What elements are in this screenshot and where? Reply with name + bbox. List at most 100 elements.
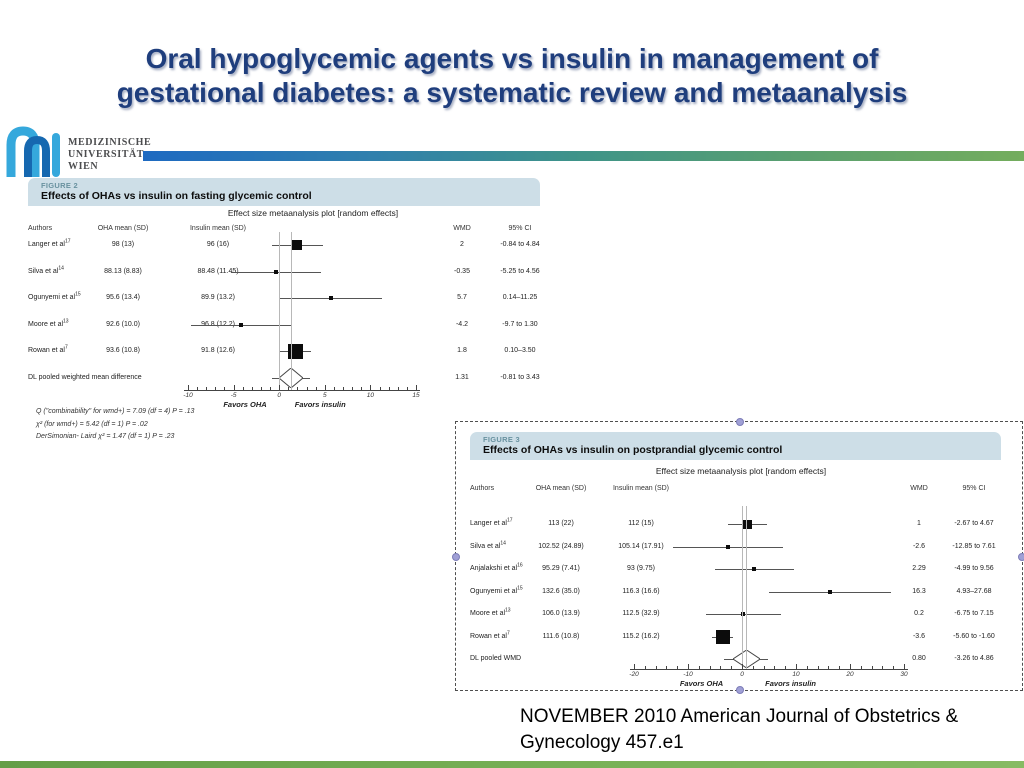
- axis-tick: [188, 385, 189, 390]
- forest-row-oha: 93.6 (10.8): [106, 347, 140, 354]
- axis-tick-label: -20: [629, 671, 639, 678]
- axis-tick: [388, 387, 390, 390]
- axis-tick: [850, 664, 851, 669]
- col-header-oha: OHA mean (SD): [535, 485, 587, 492]
- axis-tick-label: 0: [277, 392, 281, 399]
- axis-tick: [860, 666, 862, 669]
- figure-3-plot-title: Effect size metaanalysis plot [random ef…: [655, 466, 827, 476]
- axis-tick: [297, 387, 299, 390]
- axis-tick: [397, 387, 399, 390]
- axis-tick: [634, 664, 635, 669]
- selection-handle-top[interactable]: [736, 418, 744, 426]
- effect-marker: [828, 589, 833, 594]
- axis-tick: [698, 666, 700, 669]
- forest-row-wmd: 1.8: [457, 347, 467, 354]
- forest-row-author: Ogunyemi et al15: [470, 585, 523, 595]
- figure-2-forest-plot: Authors OHA mean (SD) Insulin mean (SD) WMD…: [28, 177, 548, 467]
- axis-tick: [806, 666, 808, 669]
- figure-2-band: FIGURE 2 Effects of OHAs vs insulin on f…: [28, 178, 540, 206]
- axis-tick-label: 15: [412, 392, 420, 399]
- axis-tick: [416, 385, 417, 390]
- zero-line: [279, 232, 281, 390]
- header-gradient-bar: [143, 151, 1024, 161]
- axis-tick: [324, 385, 326, 390]
- axis-tick: [828, 666, 830, 669]
- forest-row-oha: 106.0 (13.9): [542, 610, 580, 617]
- figure-3-panel[interactable]: FIGURE 3 Effects of OHAs vs insulin on p…: [452, 418, 1024, 694]
- selection-handle-bottom[interactable]: [736, 686, 744, 694]
- axis-tick: [817, 666, 819, 669]
- effect-marker: [715, 629, 730, 644]
- x-axis: [630, 669, 908, 670]
- forest-row-wmd: 16.3: [912, 587, 926, 595]
- axis-tick: [206, 387, 208, 390]
- figure-3-title: Effects of OHAs vs insulin on postprandi…: [483, 444, 783, 457]
- logo-line-1: MEDIZINISCHE: [68, 137, 152, 148]
- forest-row-wmd: 0.80: [912, 655, 926, 662]
- selection-handle-right[interactable]: [1018, 553, 1024, 561]
- axis-tick: [279, 385, 281, 390]
- slide-title: Oral hypoglycemic agents vs insulin in m…: [0, 42, 1024, 110]
- forest-row-ci: -2.67 to 4.67: [954, 520, 994, 527]
- forest-row-author: Silva et al14: [470, 540, 506, 550]
- col-header-wmd: WMD: [453, 225, 471, 232]
- effect-marker: [725, 544, 730, 549]
- col-header-insulin: Insulin mean (SD): [612, 485, 670, 492]
- axis-tick: [333, 387, 335, 390]
- effect-marker: [742, 519, 752, 529]
- forest-row-wmd: 1.31: [455, 373, 469, 381]
- effect-marker: [274, 269, 278, 274]
- forest-row-oha: 95.29 (7.41): [542, 565, 580, 572]
- axis-tick: [379, 387, 381, 390]
- forest-row-oha: 88.13 (8.83): [104, 267, 142, 275]
- university-logo-text: MEDIZINISCHE UNIVERSITÄT WIEN: [68, 137, 151, 172]
- selection-handle-left[interactable]: [452, 553, 460, 561]
- axis-tick: [655, 666, 657, 669]
- forest-row-author: Moore et al13: [470, 607, 511, 617]
- forest-row-ci: -0.81 to 3.43: [500, 373, 540, 381]
- axis-tick: [270, 387, 272, 390]
- figure-2-title: Effects of OHAs vs insulin on fasting gl…: [41, 190, 312, 203]
- axis-tick: [785, 666, 787, 669]
- axis-tick: [742, 664, 743, 669]
- slide-title-line1: Oral hypoglycemic agents vs insulin in m…: [145, 43, 879, 74]
- forest-row-insulin: 112 (15): [628, 520, 654, 527]
- forest-row-insulin: 93 (9.75): [626, 565, 656, 572]
- forest-row-wmd: 5.7: [457, 294, 467, 301]
- axis-tick: [839, 666, 841, 669]
- forest-row-oha: 98 (13): [111, 241, 135, 248]
- col-header-authors: Authors: [28, 225, 53, 232]
- forest-row-oha: 113 (22): [548, 520, 574, 527]
- forest-row-insulin: 96.8 (12.2): [201, 321, 235, 328]
- axis-tick: [882, 666, 884, 669]
- axis-tick-label: 10: [792, 671, 800, 678]
- forest-row-oha: 102.52 (24.89): [538, 542, 584, 550]
- col-header-authors: Authors: [470, 485, 495, 492]
- forest-row-ci: -5.60 to -1.60: [953, 632, 995, 640]
- forest-row-ci: -0.84 to 4.84: [500, 241, 540, 248]
- col-header-wmd: WMD: [910, 485, 928, 492]
- axis-tick-label: 0: [740, 671, 744, 678]
- forest-row-author: Rowan et al7: [28, 344, 68, 354]
- axis-tick: [352, 387, 354, 390]
- axis-tick-label: -5: [230, 392, 237, 399]
- axis-tick-label: 10: [366, 392, 375, 399]
- forest-row-author: Ogunyemi et al15: [28, 291, 81, 301]
- axis-tick: [904, 664, 905, 669]
- forest-row-insulin: 89.9 (13.2): [201, 294, 235, 301]
- forest-row-wmd: 0.2: [914, 610, 924, 617]
- forest-row-wmd: 1: [917, 520, 921, 527]
- axis-tick: [406, 387, 408, 390]
- forest-row-ci: -4.99 to 9.56: [954, 565, 994, 572]
- figure-3-band: FIGURE 3 Effects of OHAs vs insulin on p…: [470, 432, 1001, 460]
- axis-tick: [370, 385, 372, 390]
- forest-row-insulin: 112.5 (32.9): [622, 610, 660, 617]
- axis-tick: [731, 666, 733, 669]
- slide-title-line2: gestational diabetes: a systematic revie…: [116, 77, 908, 109]
- col-header-ci: 95% CI: [508, 225, 532, 232]
- zero-line: [742, 506, 743, 669]
- axis-tick: [688, 664, 689, 669]
- forest-row-author: Anjalakshi et al16: [470, 562, 523, 572]
- forest-row-ci: 0.10–3.50: [504, 347, 536, 354]
- axis-tick-label: 5: [322, 392, 327, 399]
